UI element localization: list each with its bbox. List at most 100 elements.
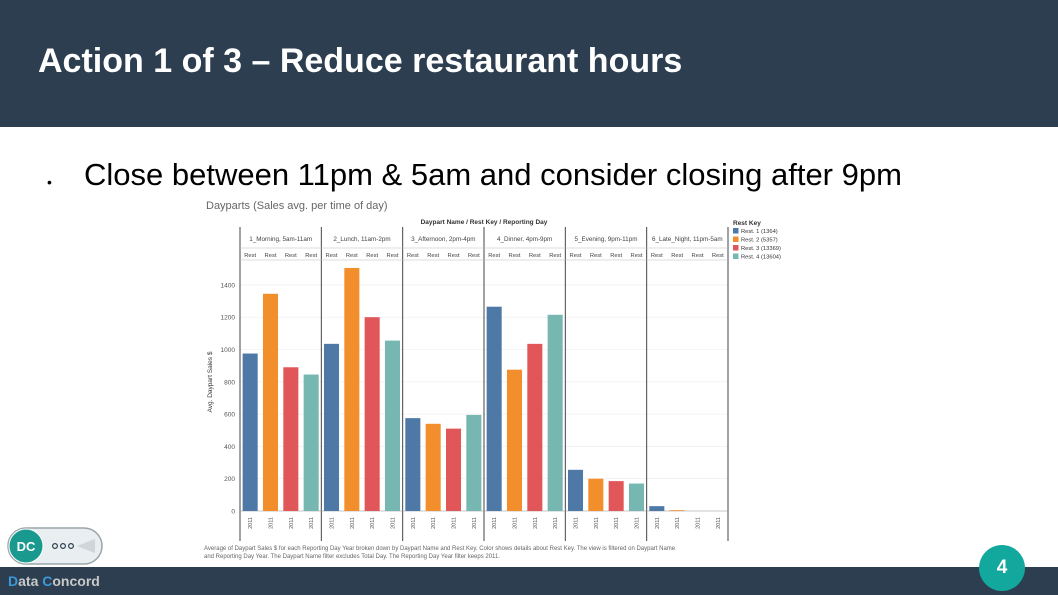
rest-sub-label: Rest <box>570 253 582 259</box>
legend-label: Rest. 4 (13604) <box>741 255 781 261</box>
x-tick-label: 2011 <box>675 517 681 529</box>
rest-sub-label: Rest <box>631 253 643 259</box>
bar <box>466 414 482 511</box>
logo-text: DC <box>17 539 36 554</box>
x-tick-label: 2011 <box>716 517 722 529</box>
x-tick-label: 2011 <box>472 517 478 529</box>
x-tick-label: 2011 <box>330 517 336 529</box>
x-tick-label: 2011 <box>574 517 580 529</box>
y-tick-label: 1400 <box>221 282 236 289</box>
rest-sub-label: Rest <box>427 253 439 259</box>
rest-sub-label: Rest <box>651 253 663 259</box>
brand-text-2: oncord <box>52 573 100 589</box>
bar <box>405 418 421 511</box>
legend-swatch <box>733 245 739 251</box>
y-tick-label: 0 <box>231 509 235 516</box>
bar <box>567 469 584 511</box>
daypart-label: 3_Afternoon, 2pm-4pm <box>411 236 475 243</box>
rest-sub-label: Rest <box>671 253 683 259</box>
x-tick-label: 2011 <box>594 517 600 529</box>
rest-sub-label: Rest <box>692 253 704 259</box>
rest-sub-label: Rest <box>366 253 378 259</box>
rest-sub-label: Rest <box>468 253 480 259</box>
y-tick-label: 1200 <box>221 315 236 322</box>
bar <box>506 369 523 511</box>
bullet-text: Close between 11pm & 5am and consider cl… <box>84 157 902 192</box>
bar <box>242 353 258 511</box>
rest-sub-label: Rest <box>387 253 399 259</box>
bullet-marker: • <box>47 174 52 190</box>
rest-sub-label: Rest <box>346 253 358 259</box>
rest-sub-label: Rest <box>285 253 297 259</box>
bar <box>262 293 279 511</box>
bar <box>344 267 360 511</box>
bar <box>628 483 645 511</box>
bar <box>527 343 543 511</box>
x-tick-label: 2011 <box>370 517 376 529</box>
bar <box>588 478 604 511</box>
chart-container: Dayparts (Sales avg. per time of day) Day… <box>200 196 800 566</box>
rest-sub-label: Rest <box>407 253 419 259</box>
bar <box>303 374 319 511</box>
brand-initial-d: D <box>8 573 19 589</box>
rest-sub-label: Rest <box>610 253 622 259</box>
x-tick-label: 2011 <box>269 517 275 529</box>
page-number-badge: 4 <box>979 545 1025 591</box>
y-axis-label: Avg. Daypart Sales $ <box>207 351 214 412</box>
brand-text-1: ata <box>18 573 43 589</box>
x-tick-label: 2011 <box>309 517 315 529</box>
column-header: Daypart Name / Rest Key / Reporting Day <box>421 219 548 226</box>
bar <box>649 506 665 511</box>
bar <box>669 510 685 511</box>
daypart-label: 4_Dinner, 4pm-9pm <box>497 236 552 243</box>
y-tick-label: 1000 <box>221 347 236 354</box>
bar <box>425 423 441 511</box>
x-tick-label: 2011 <box>391 517 397 529</box>
y-tick-label: 400 <box>224 444 235 451</box>
rest-sub-label: Rest <box>305 253 317 259</box>
brand-initial-c: C <box>42 573 53 589</box>
legend-title: Rest Key <box>733 220 761 227</box>
bar <box>323 343 340 511</box>
x-tick-label: 2011 <box>248 517 254 529</box>
rest-sub-label: Rest <box>590 253 602 259</box>
footer-bar <box>0 567 1058 595</box>
y-tick-label: 600 <box>224 412 235 419</box>
chart-caption-line-1: Average of Daypart Sales $ for each Repo… <box>204 546 676 552</box>
x-tick-label: 2011 <box>614 517 620 529</box>
bar <box>608 481 624 511</box>
rest-sub-label: Rest <box>712 253 724 259</box>
bar <box>547 314 563 511</box>
legend-label: Rest. 2 (5357) <box>741 238 778 244</box>
chart-caption-line-2: and Reporting Day Year. The Daypart Name… <box>204 554 500 560</box>
x-tick-label: 2011 <box>655 517 661 529</box>
title-bar <box>0 0 1058 127</box>
y-tick-label: 800 <box>224 379 235 386</box>
rest-sub-label: Rest <box>326 253 338 259</box>
bar <box>283 367 299 511</box>
bar <box>384 340 401 511</box>
brand-name: Data Concord <box>8 573 100 589</box>
rest-sub-label: Rest <box>244 253 256 259</box>
daypart-label: 6_Late_Night, 11pm-5am <box>652 236 723 243</box>
data-concord-logo: DC <box>7 527 103 565</box>
legend-label: Rest. 1 (1364) <box>741 229 778 235</box>
rest-sub-label: Rest <box>448 253 460 259</box>
x-tick-label: 2011 <box>492 517 498 529</box>
daypart-label: 1_Morning, 5am-11am <box>249 236 312 243</box>
daypart-label: 5_Evening, 9pm-11pm <box>575 236 638 243</box>
legend-label: Rest. 3 (13369) <box>741 246 781 252</box>
y-tick-label: 200 <box>224 476 235 483</box>
rest-sub-label: Rest <box>265 253 277 259</box>
rest-sub-label: Rest <box>549 253 561 259</box>
x-tick-label: 2011 <box>289 517 295 529</box>
x-tick-label: 2011 <box>513 517 519 529</box>
chart-title: Dayparts (Sales avg. per time of day) <box>206 200 388 212</box>
rest-sub-label: Rest <box>509 253 521 259</box>
x-tick-label: 2011 <box>696 517 702 529</box>
x-tick-label: 2011 <box>411 517 417 529</box>
legend-swatch <box>733 236 739 242</box>
rest-sub-label: Rest <box>488 253 500 259</box>
legend-swatch <box>733 253 739 259</box>
x-tick-label: 2011 <box>553 517 559 529</box>
